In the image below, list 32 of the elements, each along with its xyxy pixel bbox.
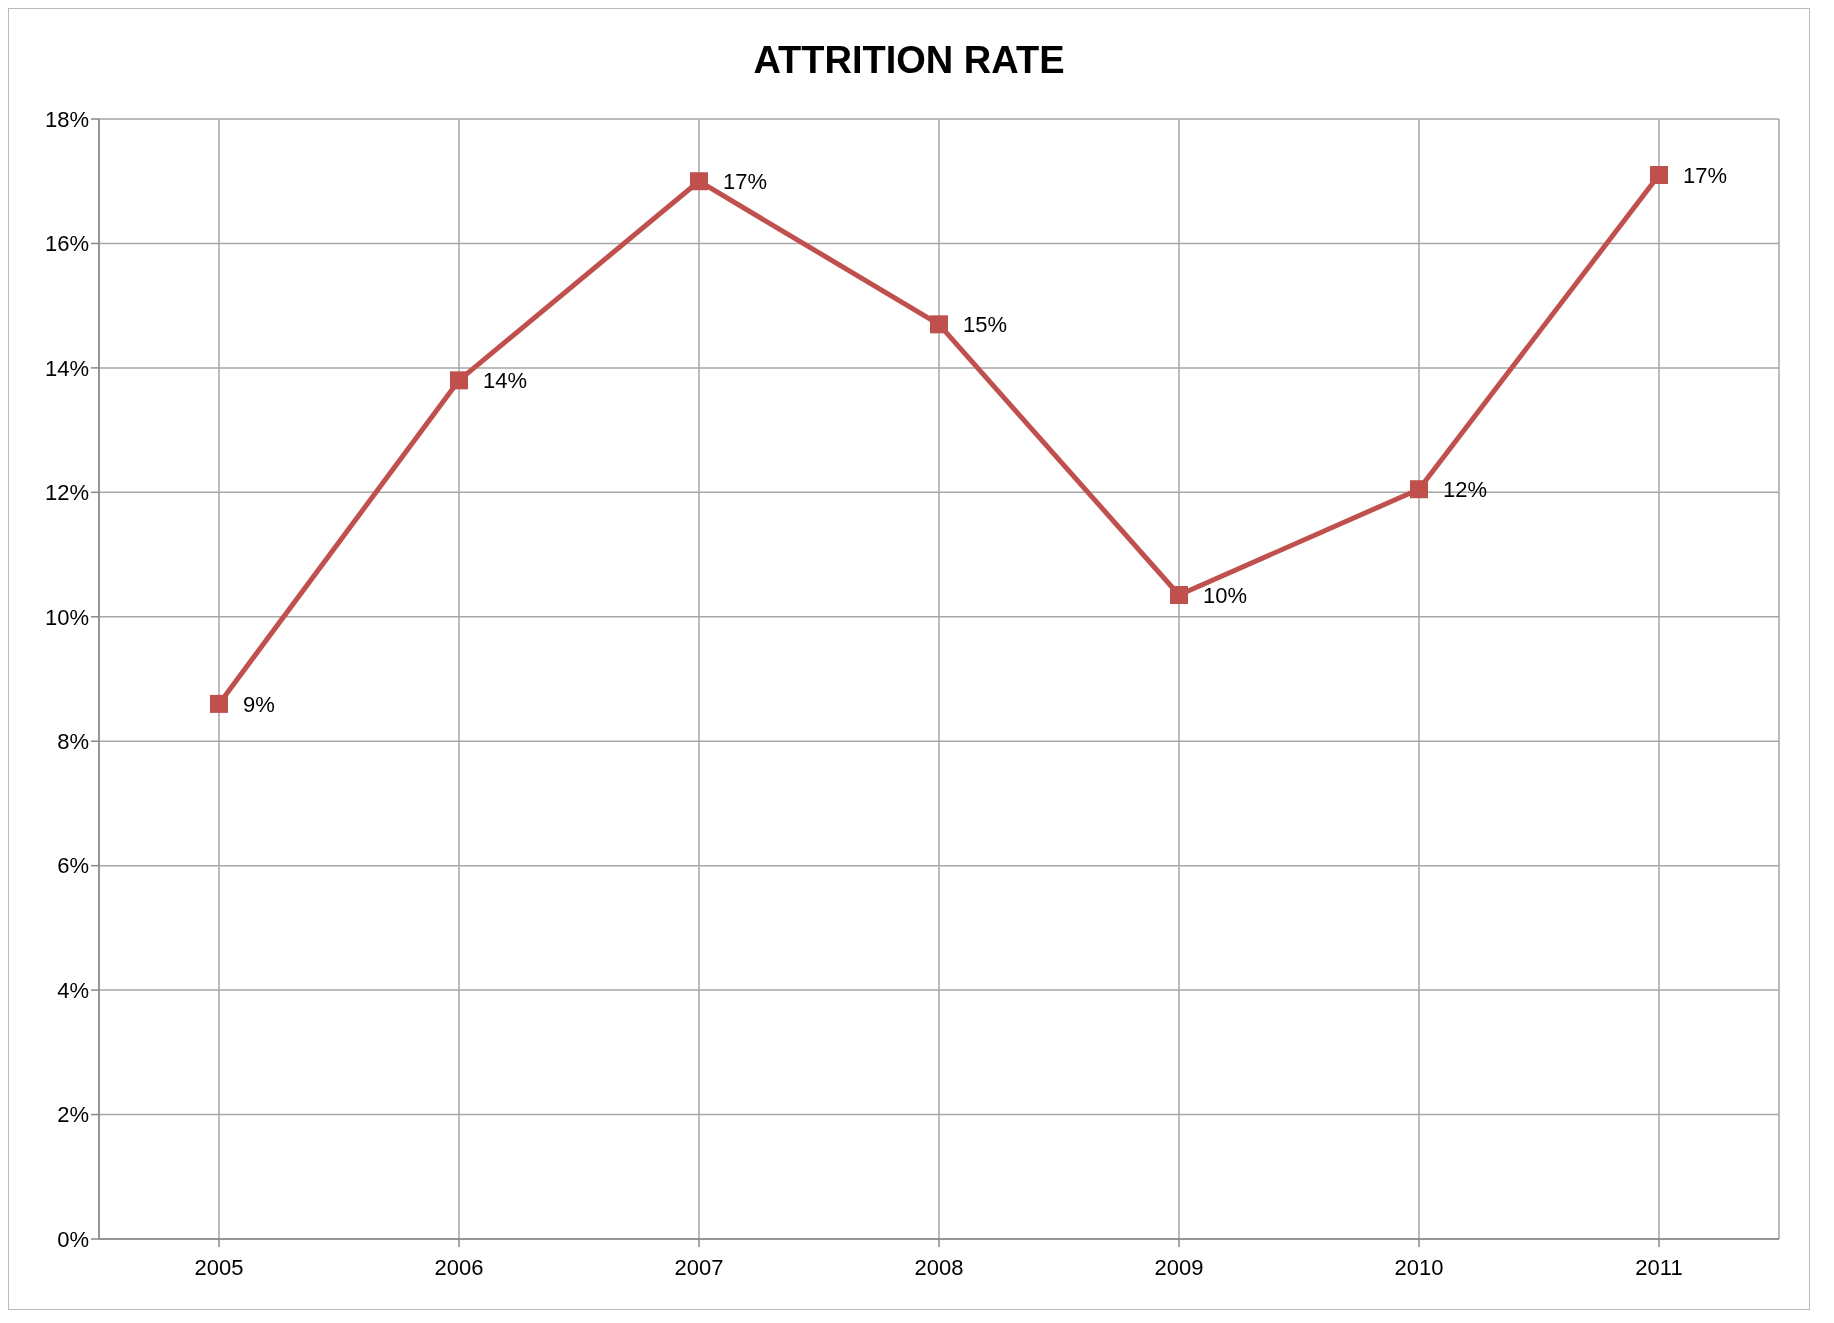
x-tick-label: 2005	[194, 1254, 244, 1280]
x-tick-label: 2011	[1635, 1254, 1683, 1280]
y-tick-label: 14%	[44, 355, 89, 381]
point	[930, 315, 948, 334]
x-tick-label: 2008	[914, 1254, 964, 1280]
data-label: 9%	[243, 691, 275, 717]
data-label: 12%	[1443, 477, 1488, 503]
y-tick-label: 4%	[57, 977, 89, 1003]
x-tick-label: 2009	[1154, 1254, 1204, 1280]
y-tick-label: 8%	[57, 729, 89, 755]
point	[1170, 586, 1188, 604]
x-tick-label: 2010	[1394, 1254, 1444, 1280]
y-tick-label: 0%	[57, 1226, 89, 1252]
data-label: 10%	[1203, 583, 1248, 608]
y-tick-label: 18%	[44, 106, 89, 132]
point	[1650, 166, 1668, 184]
point	[210, 694, 228, 713]
y-tick-label: 10%	[44, 604, 89, 630]
x-tick-label: 2006	[434, 1254, 484, 1280]
y-tick-label: 12%	[44, 480, 89, 506]
x-tick-label: 2007	[674, 1254, 724, 1280]
data-label: 14%	[483, 368, 528, 394]
data-label: 17%	[723, 169, 768, 195]
chart-title: ATTRITION RATE	[752, 38, 1066, 83]
data-label: 17%	[1683, 163, 1728, 188]
y-tick-label: 2%	[57, 1102, 89, 1128]
data-label: 15%	[963, 312, 1008, 338]
y-tick-label: 6%	[57, 853, 89, 879]
point	[450, 371, 468, 390]
point	[690, 172, 708, 191]
point	[1410, 480, 1428, 499]
y-tick-label: 16%	[44, 231, 89, 257]
